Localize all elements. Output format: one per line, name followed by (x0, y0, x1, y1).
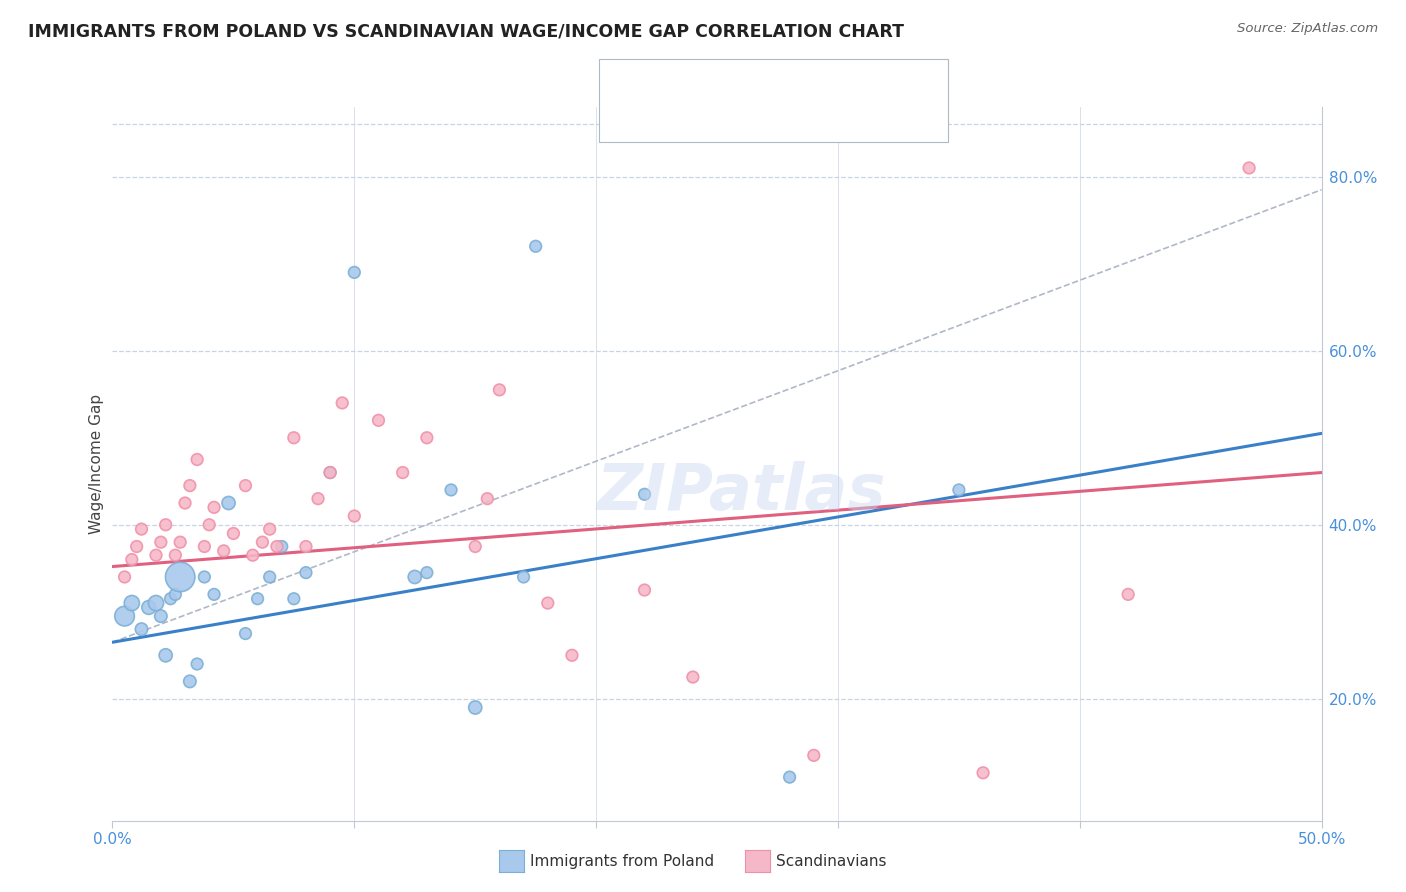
Point (114, 570, 136, 584)
Point (537, 596, 560, 610)
Point (149, 609, 172, 624)
Point (440, 483, 463, 497)
Point (179, 478, 201, 492)
Point (169, 570, 191, 584)
Point (149, 535, 172, 549)
Text: Scandinavians: Scandinavians (776, 855, 887, 869)
Point (235, 626, 257, 640)
Point (174, 496, 197, 510)
Point (259, 570, 281, 584)
Point (561, 648, 583, 663)
Point (464, 540, 486, 554)
Point (283, 591, 305, 606)
Point (367, 413, 389, 427)
Point (477, 491, 499, 506)
Point (633, 487, 655, 501)
Point (391, 466, 413, 480)
Point (159, 591, 181, 606)
Text: R =  0.452   N = 32: R = 0.452 N = 32 (664, 78, 827, 95)
Point (972, 765, 994, 780)
Point (193, 540, 215, 554)
Point (464, 700, 486, 714)
Point (121, 596, 143, 610)
Point (242, 548, 264, 562)
Point (114, 609, 136, 624)
Point (682, 670, 704, 684)
Point (1116, 587, 1139, 601)
Point (246, 591, 269, 606)
Point (218, 496, 240, 510)
Point (179, 674, 201, 689)
Point (266, 540, 288, 554)
Point (121, 552, 143, 566)
Point (202, 500, 225, 515)
Point (343, 509, 366, 524)
Point (198, 517, 221, 532)
Point (948, 483, 970, 497)
Point (145, 596, 167, 610)
Point (319, 466, 342, 480)
Point (165, 548, 187, 562)
Point (330, 396, 353, 410)
Point (145, 548, 167, 562)
Text: R =  0.156   N = 42: R = 0.156 N = 42 (664, 105, 825, 123)
Point (1237, 161, 1260, 175)
Point (283, 431, 305, 445)
Point (186, 452, 208, 467)
Point (270, 540, 292, 554)
Point (524, 239, 547, 253)
Point (125, 540, 148, 554)
Point (138, 600, 160, 615)
Point (155, 648, 177, 663)
Text: Source: ZipAtlas.com: Source: ZipAtlas.com (1237, 22, 1378, 36)
Point (779, 770, 801, 784)
Point (186, 657, 208, 671)
Point (416, 566, 439, 580)
Point (155, 517, 177, 532)
Y-axis label: Wage/Income Gap: Wage/Income Gap (89, 393, 104, 534)
Text: Immigrants from Poland: Immigrants from Poland (530, 855, 714, 869)
Point (131, 622, 153, 636)
Point (295, 540, 318, 554)
Point (295, 566, 318, 580)
Point (416, 431, 439, 445)
Point (222, 526, 245, 541)
Point (202, 587, 225, 601)
Point (343, 265, 366, 279)
Point (319, 466, 342, 480)
Point (307, 491, 329, 506)
Text: ZIPatlas: ZIPatlas (596, 461, 886, 524)
Point (252, 535, 274, 549)
Point (404, 570, 426, 584)
Point (803, 748, 825, 763)
Point (488, 383, 510, 397)
Point (633, 582, 655, 597)
Point (169, 535, 191, 549)
Point (131, 522, 153, 536)
Point (165, 587, 187, 601)
Point (212, 544, 235, 558)
Point (512, 570, 534, 584)
Point (235, 478, 257, 492)
Point (193, 570, 215, 584)
Text: IMMIGRANTS FROM POLAND VS SCANDINAVIAN WAGE/INCOME GAP CORRELATION CHART: IMMIGRANTS FROM POLAND VS SCANDINAVIAN W… (28, 22, 904, 40)
Point (259, 522, 281, 536)
